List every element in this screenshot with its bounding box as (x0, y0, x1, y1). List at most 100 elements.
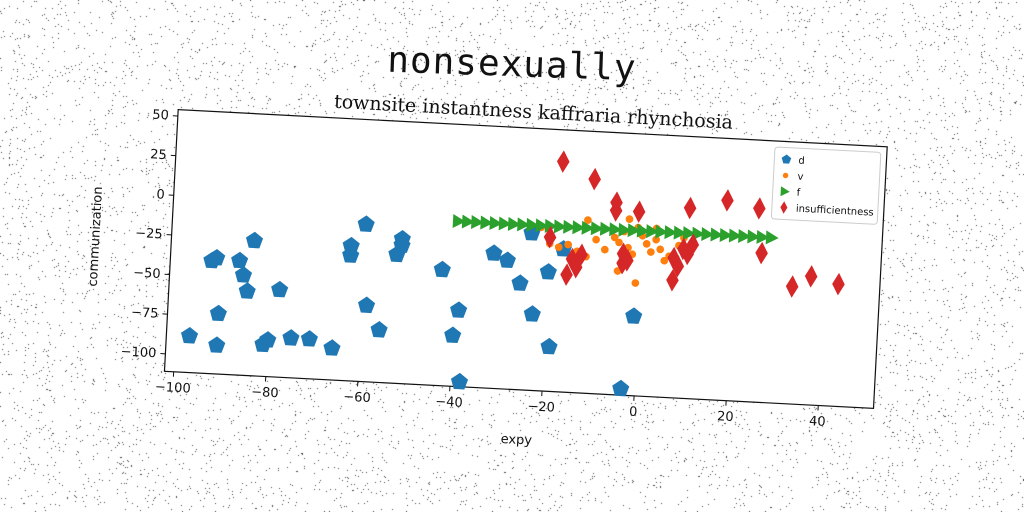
point-f-8 (526, 217, 540, 232)
point-insufficientness-2 (560, 263, 573, 286)
legend-label-v: v (797, 172, 804, 183)
point-v-8 (610, 233, 619, 242)
legend-marker-d (781, 154, 792, 164)
point-d-28 (498, 251, 516, 269)
x-tick-label: 0 (629, 405, 638, 420)
point-insufficientness-1 (556, 150, 570, 173)
data-marks (181, 150, 845, 397)
point-f-15 (590, 221, 604, 236)
point-insufficientness-24 (804, 265, 818, 288)
point-d-27 (485, 244, 503, 261)
point-f-28 (710, 227, 724, 242)
legend-label-d: d (798, 156, 805, 167)
point-d-25 (450, 301, 468, 318)
legend-marker-f (780, 186, 790, 197)
point-insufficientness-15 (671, 254, 685, 278)
point-f-30 (728, 228, 742, 243)
point-f-3 (480, 215, 494, 230)
point-d-35 (612, 379, 630, 397)
point-f-29 (719, 228, 733, 243)
point-f-0 (452, 214, 466, 229)
point-f-5 (498, 216, 512, 231)
point-d-12 (282, 329, 300, 346)
point-v-2 (554, 243, 563, 252)
point-f-26 (692, 226, 705, 241)
point-v-3 (564, 240, 572, 249)
point-insufficientness-0 (543, 226, 557, 249)
y-tick-label: −50 (133, 266, 161, 282)
point-d-22 (393, 230, 411, 247)
point-insufficientness-14 (667, 246, 680, 270)
point-d-14 (323, 339, 341, 356)
y-tick-label: 0 (156, 187, 165, 202)
x-tick-label: −100 (155, 380, 191, 397)
point-f-33 (756, 229, 770, 244)
point-f-1 (461, 214, 475, 229)
point-f-21 (645, 224, 659, 239)
point-f-9 (535, 218, 549, 233)
point-f-4 (489, 215, 503, 230)
point-d-32 (539, 263, 557, 280)
point-v-17 (652, 235, 660, 244)
point-insufficientness-22 (755, 241, 768, 265)
series-insufficientness (543, 150, 845, 298)
point-d-16 (342, 246, 360, 263)
point-v-7 (600, 245, 609, 254)
point-d-13 (300, 330, 318, 347)
point-f-34 (765, 230, 779, 245)
x-tick-label: −80 (251, 385, 279, 401)
point-f-10 (544, 218, 558, 233)
point-f-13 (572, 220, 586, 235)
point-f-23 (664, 225, 678, 240)
point-f-6 (507, 216, 521, 231)
point-f-19 (627, 223, 641, 238)
point-f-31 (738, 228, 752, 243)
point-insufficientness-19 (686, 233, 700, 256)
point-v-9 (615, 238, 623, 247)
legend-box (770, 146, 882, 225)
point-d-6 (234, 266, 253, 283)
series-d (181, 215, 643, 397)
point-d-33 (540, 337, 558, 355)
point-d-29 (511, 274, 529, 291)
y-tick-label: 25 (150, 147, 167, 163)
point-d-10 (259, 331, 277, 348)
legend-marker-insufficientness (780, 201, 788, 214)
point-v-6 (592, 235, 600, 244)
point-f-12 (563, 219, 577, 234)
point-d-26 (450, 372, 469, 390)
point-f-18 (618, 222, 632, 237)
point-d-24 (444, 326, 462, 344)
point-d-8 (245, 231, 264, 249)
point-insufficientness-3 (565, 247, 579, 271)
legend: dvf insufficientness (770, 146, 882, 225)
point-f-25 (682, 226, 696, 241)
y-tick-label: −100 (120, 344, 156, 361)
point-f-27 (701, 227, 715, 242)
legend-label-f: f (796, 188, 801, 199)
plot-area (163, 108, 888, 410)
point-f-32 (747, 229, 761, 244)
point-f-7 (517, 217, 531, 232)
point-d-19 (370, 321, 388, 338)
point-d-4 (208, 336, 226, 353)
point-d-36 (625, 307, 643, 324)
point-insufficientness-18 (683, 196, 697, 220)
point-insufficientness-21 (753, 197, 766, 220)
point-v-15 (642, 240, 651, 248)
plot-group: −100 −80 −60 −40 −20 0 20 40 50 25 0 −25 −50 −75 −100… (86, 91, 888, 449)
point-f-22 (655, 224, 669, 239)
point-d-2 (208, 248, 226, 266)
point-insufficientness-5 (575, 243, 588, 267)
point-d-5 (231, 251, 249, 269)
point-insufficientness-8 (609, 199, 623, 222)
legend-label-insufficientness: insufficientness (796, 204, 874, 219)
point-d-17 (357, 215, 375, 232)
point-f-14 (581, 220, 595, 235)
point-d-0 (181, 327, 199, 344)
point-v-25 (631, 279, 640, 287)
point-insufficientness-6 (588, 167, 601, 191)
point-d-3 (209, 304, 227, 322)
x-tick-label: 40 (809, 414, 826, 430)
